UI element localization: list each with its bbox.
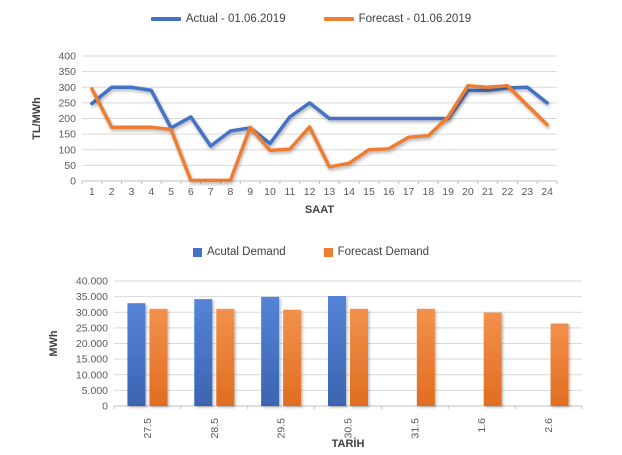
demand-bar-chart: Acutal Demand Forecast Demand 0 5.000 10.00…: [0, 230, 622, 455]
y-tick-label: 20.000: [76, 338, 108, 350]
y-tick-label: 250: [58, 97, 76, 109]
y-tick-label: 25.000: [76, 322, 108, 334]
bar-forecast-demand-29-5[interactable]: [283, 309, 302, 406]
x-tick-label: 12: [304, 186, 316, 198]
y-tick-label: 35.000: [76, 291, 108, 303]
bar-chart-plot-area: 0 5.000 10.000 15.000 20.000 25.000 30.000 35.0…: [48, 276, 583, 450]
x-axis-title: TARİH: [332, 437, 365, 450]
x-tick-label: 21: [482, 186, 494, 198]
y-tick-label: 5.000: [82, 385, 108, 397]
x-tick-label: 16: [383, 186, 395, 198]
legend-label: Forecast - 01.06.2019: [358, 13, 472, 25]
y-tick-label: 350: [58, 66, 76, 78]
legend-item-forecast-01-06-2019[interactable]: Forecast - 01.06.2019: [323, 13, 472, 25]
x-tick-label: 14: [343, 186, 355, 198]
x-tick-label: 18: [423, 186, 435, 198]
legend-swatch-forecast-demand: [323, 247, 333, 257]
x-tick-label: 28.5: [209, 418, 221, 439]
bar-acutal-demand-28-5[interactable]: [194, 299, 213, 406]
y-tick-label: 0: [102, 401, 108, 413]
x-tick-label: 15: [363, 186, 375, 198]
y-tick-label: 300: [58, 82, 76, 94]
legend-label: Forecast Demand: [337, 246, 430, 258]
bar-forecast-demand-31-5[interactable]: [416, 308, 435, 406]
x-tick-label: 31.5: [409, 418, 421, 439]
y-tick-label: 100: [58, 144, 76, 156]
y-tick-label: 15.000: [76, 354, 108, 366]
y-axis-title: TL/MWh: [31, 97, 43, 140]
bar-chart-legend: Acutal Demand Forecast Demand: [0, 246, 622, 258]
y-tick-label: 400: [58, 51, 76, 63]
y-tick-label: 200: [58, 113, 76, 125]
line-chart-legend: Actual - 01.06.2019 Forecast - 01.06.2019: [0, 13, 622, 25]
x-tick-label: 19: [442, 186, 454, 198]
legend-label: Acutal Demand: [206, 246, 286, 258]
series-line-forecast-01-06-2019[interactable]: [90, 83, 549, 183]
bar-acutal-demand-29-5[interactable]: [261, 296, 280, 406]
x-axis-title: SAAT: [305, 204, 334, 216]
x-tick-label: 6: [188, 186, 194, 198]
legend-swatch-forecast-01-06-2019: [323, 17, 354, 21]
x-tick-label: 22: [502, 186, 514, 198]
x-tick-label: 27.5: [142, 418, 154, 439]
x-tick-label: 4: [148, 186, 154, 198]
bar-forecast-demand-28-5[interactable]: [216, 308, 235, 406]
x-tick-label: 17: [403, 186, 415, 198]
x-tick-label: 1.6: [476, 418, 488, 433]
y-tick-label: 30.000: [76, 307, 108, 319]
y-tick-label: 10.000: [76, 369, 108, 381]
legend-swatch-actual-01-06-2019: [150, 17, 181, 21]
x-tick-label: 30.5: [343, 418, 355, 439]
bar-acutal-demand-27-5[interactable]: [127, 303, 146, 406]
x-tick-label: 7: [208, 186, 214, 198]
legend-item-actual-01-06-2019[interactable]: Actual - 01.06.2019: [150, 13, 286, 25]
y-tick-label: 50: [64, 160, 76, 172]
bar-forecast-demand-1-6[interactable]: [483, 312, 502, 406]
x-tick-label: 11: [284, 186, 295, 198]
x-tick-label: 1: [89, 186, 95, 198]
series-line-actual-01-06-2019[interactable]: [90, 85, 549, 148]
bar-acutal-demand-30-5[interactable]: [328, 296, 346, 406]
legend-swatch-acutal-demand: [192, 247, 202, 257]
x-tick-label: 5: [168, 186, 174, 198]
y-axis-title: MWh: [48, 330, 60, 357]
y-tick-label: 0: [70, 176, 76, 188]
legend-item-forecast-demand[interactable]: Forecast Demand: [323, 246, 430, 258]
x-tick-label: 8: [228, 186, 234, 198]
legend-label: Actual - 01.06.2019: [185, 13, 286, 25]
x-tick-label: 9: [247, 186, 253, 198]
x-tick-label: 10: [264, 186, 276, 198]
bar-forecast-demand-2-6[interactable]: [550, 323, 569, 407]
x-tick-label: 2: [109, 186, 115, 198]
y-tick-label: 40.000: [76, 276, 108, 288]
x-tick-label: 3: [129, 186, 135, 198]
price-line-chart: Actual - 01.06.2019 Forecast - 01.06.2019…: [0, 13, 622, 216]
bar-forecast-demand-30-5[interactable]: [350, 308, 368, 406]
x-tick-label: 23: [521, 186, 533, 198]
x-tick-label: 13: [324, 186, 336, 198]
x-tick-label: 24: [541, 186, 553, 198]
x-tick-label: 2.6: [543, 418, 555, 433]
x-tick-label: 20: [462, 186, 474, 198]
legend-item-acutal-demand[interactable]: Acutal Demand: [192, 246, 286, 258]
y-tick-label: 150: [58, 129, 76, 141]
x-tick-label: 29.5: [276, 418, 288, 439]
bar-forecast-demand-27-5[interactable]: [149, 308, 168, 406]
